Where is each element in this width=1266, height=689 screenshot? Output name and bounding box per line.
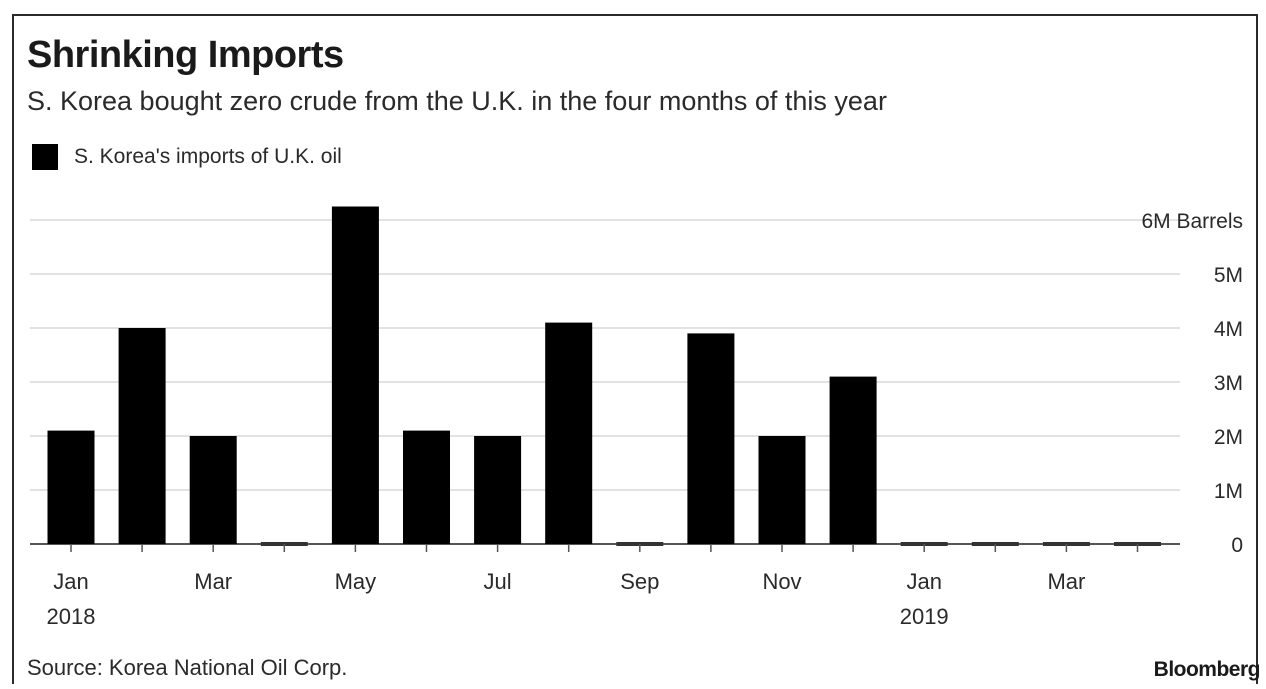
- bar: [545, 322, 593, 544]
- chart-frame: [12, 14, 1258, 684]
- y-tick-label: 1M: [1214, 480, 1243, 503]
- bar: [474, 436, 522, 544]
- chart-legend: S. Korea's imports of U.K. oil: [32, 144, 342, 170]
- bloomberg-logo: Bloomberg: [1153, 658, 1261, 681]
- source-note: Source: Korea National Oil Corp.: [27, 655, 348, 680]
- y-tick-label: 3M: [1214, 372, 1243, 395]
- x-tick-label: Mar: [1047, 569, 1085, 594]
- y-tick-label: 0: [1231, 534, 1243, 557]
- legend-swatch: [32, 144, 58, 170]
- bar: [47, 430, 95, 544]
- x-tick-label: Nov: [762, 569, 801, 594]
- x-tick-label: Jan: [53, 569, 88, 594]
- bar: [403, 430, 450, 544]
- chart-title: Shrinking Imports: [27, 34, 344, 76]
- x-tick-label: Mar: [194, 569, 232, 594]
- x-tick-year-label: 2018: [47, 604, 96, 629]
- bar: [829, 376, 877, 544]
- y-tick-label: 5M: [1214, 264, 1243, 287]
- y-tick-label: 4M: [1214, 318, 1243, 341]
- bar: [687, 333, 735, 544]
- bar: [189, 436, 237, 544]
- y-tick-label: 6M Barrels: [1141, 210, 1243, 233]
- x-tick-label: Jul: [484, 569, 512, 594]
- bar: [331, 206, 379, 544]
- x-tick-label: Sep: [620, 569, 659, 594]
- y-tick-label: 2M: [1214, 426, 1243, 449]
- chart-subtitle: S. Korea bought zero crude from the U.K.…: [27, 86, 887, 116]
- x-tick-label: Jan: [906, 569, 941, 594]
- x-tick-year-label: 2019: [900, 604, 949, 629]
- legend-label: S. Korea's imports of U.K. oil: [74, 145, 342, 168]
- x-tick-label: May: [335, 569, 377, 594]
- bar: [758, 436, 806, 544]
- bar: [118, 328, 166, 544]
